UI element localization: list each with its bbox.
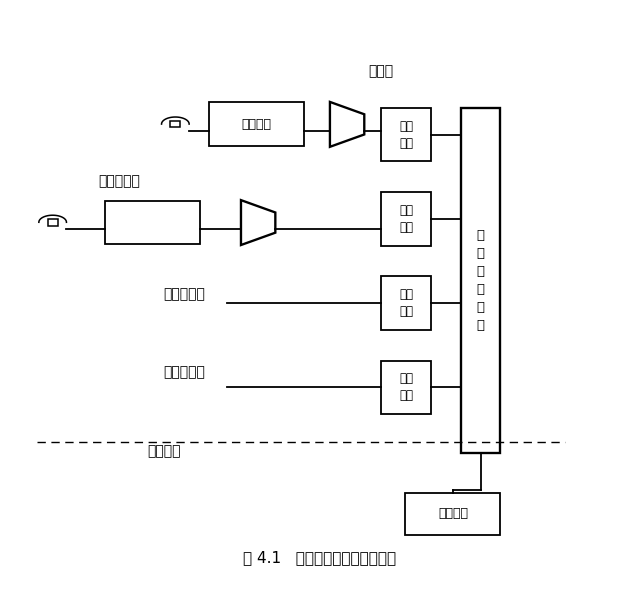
Bar (47, 219, 58, 226)
Text: 模拟
终端: 模拟 终端 (399, 288, 413, 318)
Text: 用户级: 用户级 (369, 65, 394, 79)
Text: 用户电路: 用户电路 (242, 118, 272, 131)
Text: 数
字
交
换
网
络: 数 字 交 换 网 络 (477, 229, 484, 332)
Text: 图 4.1   程控数字交换机基本结构: 图 4.1 程控数字交换机基本结构 (243, 550, 396, 565)
Bar (381, 108, 431, 162)
Text: 数字
终端: 数字 终端 (399, 120, 413, 149)
Bar (381, 276, 431, 330)
Text: 话路设备: 话路设备 (148, 445, 181, 459)
Text: 数字
终端: 数字 终端 (399, 204, 413, 234)
Bar (381, 192, 431, 246)
Text: 数字中继线: 数字中继线 (163, 287, 205, 301)
Bar (381, 361, 431, 414)
Bar (461, 108, 500, 453)
Text: 远端用户级: 远端用户级 (98, 174, 141, 188)
Text: 模拟中继线: 模拟中继线 (163, 365, 205, 379)
Bar (105, 201, 200, 245)
Bar (170, 121, 180, 127)
Text: 控制设备: 控制设备 (438, 507, 468, 520)
Text: 信令
部件: 信令 部件 (399, 372, 413, 402)
Bar (209, 102, 304, 146)
Bar (405, 492, 500, 534)
